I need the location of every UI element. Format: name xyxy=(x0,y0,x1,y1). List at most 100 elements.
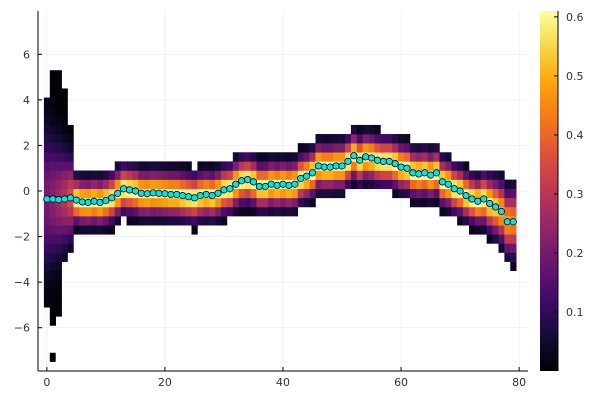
mean-point xyxy=(114,189,122,197)
heatmap-cell xyxy=(238,161,245,171)
heatmap-cell xyxy=(43,143,51,153)
mean-point xyxy=(362,153,370,161)
heatmap-cell xyxy=(215,216,222,226)
mean-point xyxy=(255,182,263,191)
heatmap-cell xyxy=(114,216,121,226)
heatmap-cell xyxy=(404,152,411,162)
heatmap-cell xyxy=(427,197,434,208)
heatmap-cell xyxy=(468,225,476,235)
heatmap-cell xyxy=(321,179,328,190)
mean-point xyxy=(196,191,204,200)
heatmap-cell xyxy=(498,188,505,199)
mean-point xyxy=(486,199,494,208)
heatmap-cell xyxy=(49,124,57,135)
heatmap-cell xyxy=(492,170,499,180)
heatmap-cell xyxy=(303,161,310,171)
heatmap-cell xyxy=(463,216,470,226)
x-tick-label: 80 xyxy=(512,376,526,389)
heatmap-cell xyxy=(49,270,57,281)
heatmap-cell xyxy=(433,179,440,190)
heatmap-cell xyxy=(415,143,423,153)
heatmap-cell xyxy=(280,188,287,199)
heatmap-cell xyxy=(73,170,80,180)
heatmap-cell xyxy=(486,206,493,217)
axes: 0 20 40 60 80 −6 −4 −2 0 2 4 6 xyxy=(14,11,528,389)
heatmap-cell xyxy=(309,197,316,208)
heatmap-cell xyxy=(445,170,452,180)
mean-point xyxy=(344,157,352,165)
heatmap-cell xyxy=(398,152,405,162)
heatmap-cell xyxy=(268,152,275,162)
heatmap-cell xyxy=(67,188,74,199)
heatmap-cell xyxy=(427,188,434,199)
heatmap-cell xyxy=(197,170,204,180)
heatmap-cell xyxy=(120,170,127,180)
mean-point xyxy=(480,195,488,203)
heatmap-cell xyxy=(61,216,68,226)
mean-point xyxy=(491,203,500,211)
heatmap-cell xyxy=(333,170,340,180)
heatmap-cell xyxy=(49,161,57,171)
heatmap-cell xyxy=(43,261,51,272)
heatmap-cell xyxy=(285,206,293,217)
heatmap-cell xyxy=(156,179,163,190)
heatmap-cell xyxy=(362,143,369,153)
heatmap-cell xyxy=(144,206,151,217)
heatmap-cell xyxy=(173,179,180,190)
heatmap-cell xyxy=(150,170,157,180)
heatmap-cell xyxy=(79,225,86,235)
heatmap-cell xyxy=(433,143,440,153)
heatmap-cell xyxy=(173,206,180,217)
heatmap-cell xyxy=(356,134,363,144)
heatmap-cell xyxy=(492,216,499,226)
mean-point xyxy=(291,180,299,188)
heatmap-cell xyxy=(221,206,228,217)
heatmap-cell xyxy=(49,252,57,262)
mean-point xyxy=(285,181,293,189)
heatmap-cell xyxy=(285,161,293,171)
heatmap-cell xyxy=(102,170,110,180)
heatmap-cell xyxy=(49,279,57,290)
heatmap-cell xyxy=(43,188,51,199)
y-tick-label: 0 xyxy=(23,185,30,198)
heatmap-cell xyxy=(468,170,476,180)
heatmap-cell xyxy=(55,188,62,199)
heatmap-cell xyxy=(55,79,62,89)
heatmap-cell xyxy=(215,179,222,190)
heatmap-cell xyxy=(250,161,257,171)
heatmap-cell xyxy=(61,124,68,135)
heatmap-cell xyxy=(510,234,517,244)
heatmap-cell xyxy=(291,197,299,208)
heatmap-cell xyxy=(55,97,62,107)
heatmap-cell xyxy=(73,225,80,235)
heatmap-cell xyxy=(49,307,57,317)
heatmap-cell xyxy=(161,216,169,226)
heatmap-cell xyxy=(498,197,505,208)
heatmap-cell xyxy=(480,216,487,226)
heatmap-cell xyxy=(49,115,57,126)
heatmap-cell xyxy=(150,179,157,190)
heatmap-cell xyxy=(356,161,363,171)
y-tick-label: 4 xyxy=(23,94,30,107)
heatmap-cell xyxy=(49,216,57,226)
heatmap-cell xyxy=(55,234,62,244)
heatmap-cell xyxy=(339,179,346,190)
heatmap-cell xyxy=(132,170,139,180)
heatmap-cell xyxy=(221,161,228,171)
heatmap-cell xyxy=(409,188,417,199)
heatmap-cell xyxy=(61,88,68,98)
heatmap-cell xyxy=(409,161,417,171)
heatmap-cell xyxy=(244,161,251,171)
heatmap-cell xyxy=(85,188,92,199)
heatmap-cell xyxy=(49,179,57,190)
heatmap-cell xyxy=(480,188,487,199)
heatmap-cell xyxy=(209,216,216,226)
heatmap-cell xyxy=(303,143,310,153)
heatmap-cell xyxy=(468,179,476,190)
heatmap-cell xyxy=(498,225,505,235)
heatmap-cell xyxy=(262,188,269,199)
heatmap-cell xyxy=(67,134,74,144)
heatmap-cell xyxy=(268,170,275,180)
heatmap-cell xyxy=(120,197,127,208)
heatmap-cell xyxy=(43,252,51,262)
